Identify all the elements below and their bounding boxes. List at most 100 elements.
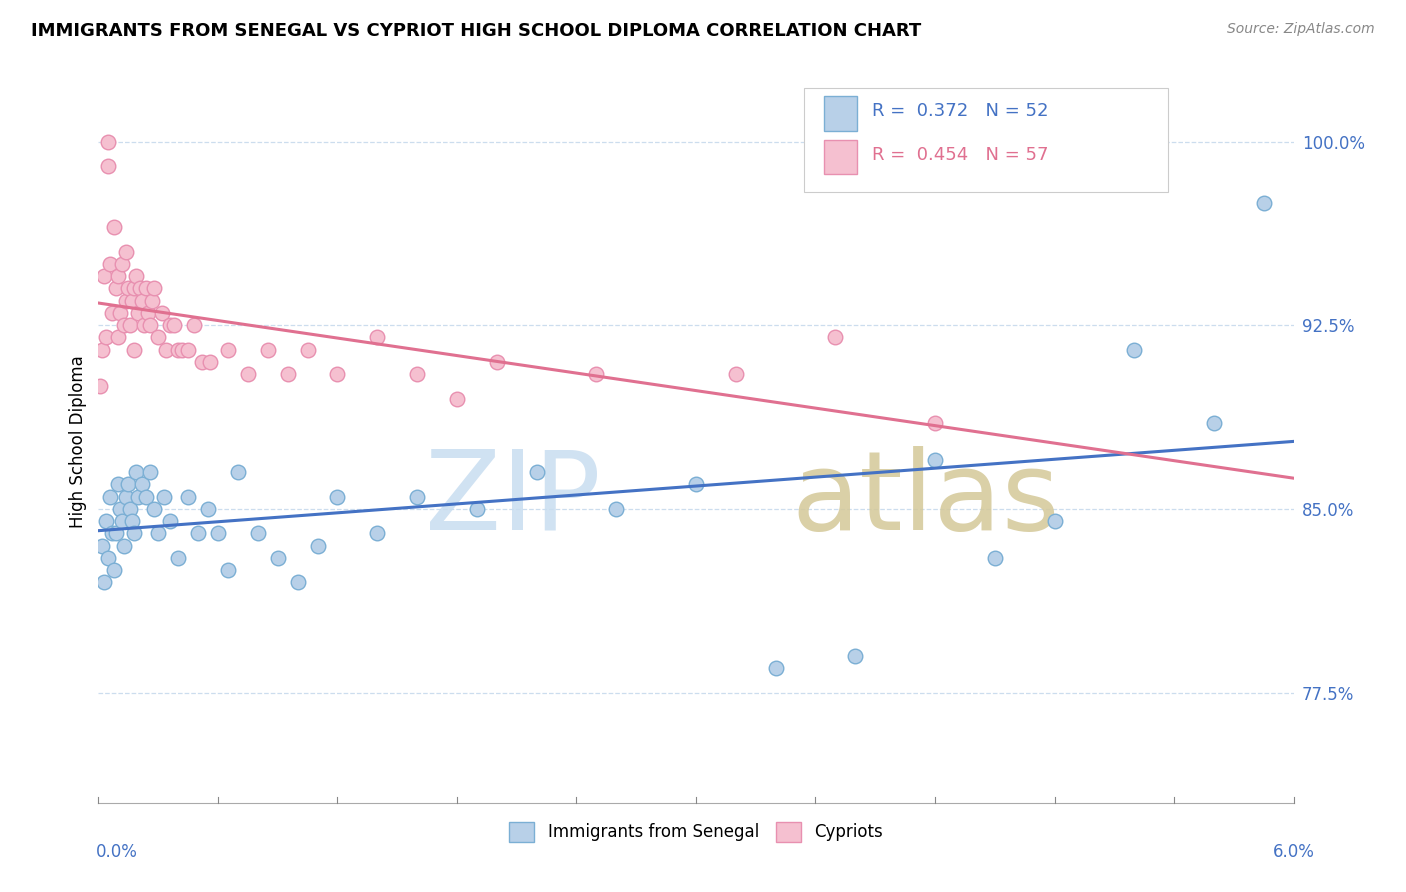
Point [844,648,866,663]
Point [103,563,125,577]
Point [765,661,787,675]
Point [127,490,149,504]
Point [236,367,259,381]
Point [91,343,114,357]
Point [107,477,129,491]
Point [117,281,139,295]
Point [131,477,153,491]
Point [125,465,148,479]
Point [97,135,120,149]
Point [96,514,118,528]
Point [924,453,946,467]
Point [110,502,132,516]
Point [103,220,125,235]
Point [406,367,429,381]
Point [326,367,349,381]
FancyBboxPatch shape [804,87,1168,193]
Point [121,293,143,308]
Point [120,318,142,333]
Point [110,306,132,320]
Point [824,330,846,344]
Point [1253,195,1275,210]
Point [326,490,349,504]
Point [112,539,135,553]
Point [98,490,122,504]
Point [143,281,166,295]
Point [107,269,129,284]
Point [685,477,707,491]
Point [121,514,143,528]
Point [307,539,329,553]
Point [93,575,115,590]
Text: Source: ZipAtlas.com: Source: ZipAtlas.com [1227,22,1375,37]
Point [446,392,468,406]
Point [406,490,429,504]
Point [136,306,159,320]
Text: IMMIGRANTS FROM SENEGAL VS CYPRIOT HIGH SCHOOL DIPLOMA CORRELATION CHART: IMMIGRANTS FROM SENEGAL VS CYPRIOT HIGH … [31,22,921,40]
Point [183,318,205,333]
Point [115,293,138,308]
Point [297,343,319,357]
Point [111,257,134,271]
Point [120,502,142,516]
Point [97,550,120,565]
Point [143,502,166,516]
Point [1043,514,1066,528]
Point [135,281,157,295]
Point [91,539,114,553]
Point [187,526,209,541]
Point [605,502,627,516]
Text: R =  0.372   N = 52: R = 0.372 N = 52 [872,103,1047,120]
Point [366,526,388,541]
Point [172,343,194,357]
Text: ZIP: ZIP [425,446,600,553]
Point [101,526,124,541]
Point [115,490,138,504]
Point [129,281,152,295]
Text: atlas: atlas [792,446,1060,553]
Point [287,575,309,590]
Point [117,477,139,491]
Point [198,355,221,369]
Point [177,490,200,504]
Point [465,502,488,516]
Point [112,318,135,333]
Point [724,367,747,381]
Point [526,465,548,479]
Point [134,318,156,333]
Point [256,343,278,357]
Legend: Immigrants from Senegal, Cypriots: Immigrants from Senegal, Cypriots [502,815,890,848]
Point [139,318,162,333]
Point [97,159,120,173]
Point [277,367,299,381]
Point [127,306,149,320]
Point [124,343,146,357]
Point [197,502,219,516]
FancyBboxPatch shape [824,96,858,131]
Point [155,343,177,357]
Point [217,343,239,357]
Point [159,318,181,333]
Point [150,306,173,320]
Point [89,379,111,393]
Point [141,293,163,308]
Point [207,526,229,541]
Point [96,330,118,344]
Point [125,269,148,284]
Point [177,343,200,357]
Point [124,281,146,295]
Text: 0.0%: 0.0% [96,843,138,861]
Point [191,355,214,369]
Text: 6.0%: 6.0% [1272,843,1315,861]
Point [101,306,124,320]
Point [246,526,269,541]
Point [226,465,249,479]
Point [217,563,239,577]
Point [485,355,508,369]
Point [115,244,138,259]
Point [105,526,128,541]
Point [1202,416,1225,430]
Point [124,526,146,541]
Point [93,269,115,284]
Point [366,330,388,344]
